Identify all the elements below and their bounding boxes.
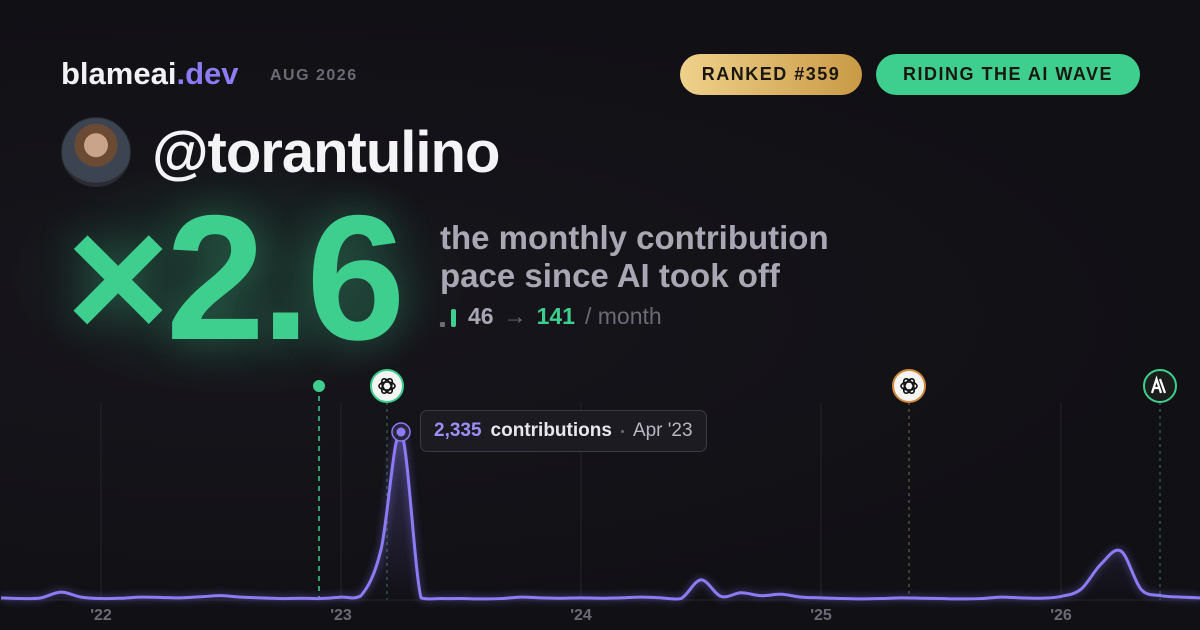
x-tick-label: '23: [330, 607, 352, 624]
tooltip: 2,335 contributions Apr '23: [420, 410, 707, 452]
multiplier: ×2.6: [66, 178, 405, 377]
x-tick-label: '26: [1050, 607, 1072, 624]
description: the monthly contribution pace since AI t…: [440, 219, 829, 295]
pace-after: 141: [536, 303, 575, 329]
brand-suffix: .dev: [176, 56, 239, 91]
date: AUG 2026: [270, 67, 358, 84]
glow: [10, 155, 470, 395]
openai-icon: [892, 369, 926, 403]
anthropic-icon: [1143, 369, 1177, 403]
pace-icon: [440, 307, 458, 327]
username: @torantulino: [152, 120, 500, 185]
pace-unit: / month: [584, 303, 662, 329]
peak-dot: [396, 427, 406, 437]
description-line: pace since AI took off: [440, 257, 780, 294]
x-tick-label: '22: [90, 607, 112, 624]
separator: [620, 429, 624, 433]
description-line: the monthly contribution: [440, 219, 829, 256]
tooltip-unit: contributions: [490, 420, 612, 441]
pace-arrow: →: [503, 303, 527, 329]
openai-icon: [370, 369, 404, 403]
brand: blameai.dev: [61, 56, 238, 92]
brand-name: blameai: [61, 56, 177, 91]
avatar: [61, 117, 131, 187]
area: [1, 431, 1200, 600]
tooltip-date: Apr '23: [632, 420, 693, 441]
tooltip-value: 2,335: [434, 420, 482, 441]
rank-badge: RANKED #359: [680, 54, 862, 95]
pace: 46 → 141 / month: [440, 303, 662, 330]
line: [0, 430, 1200, 601]
pace-before: 46: [468, 303, 494, 329]
event-dot: [313, 380, 325, 392]
status-badge: RIDING THE AI WAVE: [876, 54, 1140, 95]
x-tick-label: '24: [570, 607, 592, 624]
x-tick-label: '25: [810, 607, 832, 624]
